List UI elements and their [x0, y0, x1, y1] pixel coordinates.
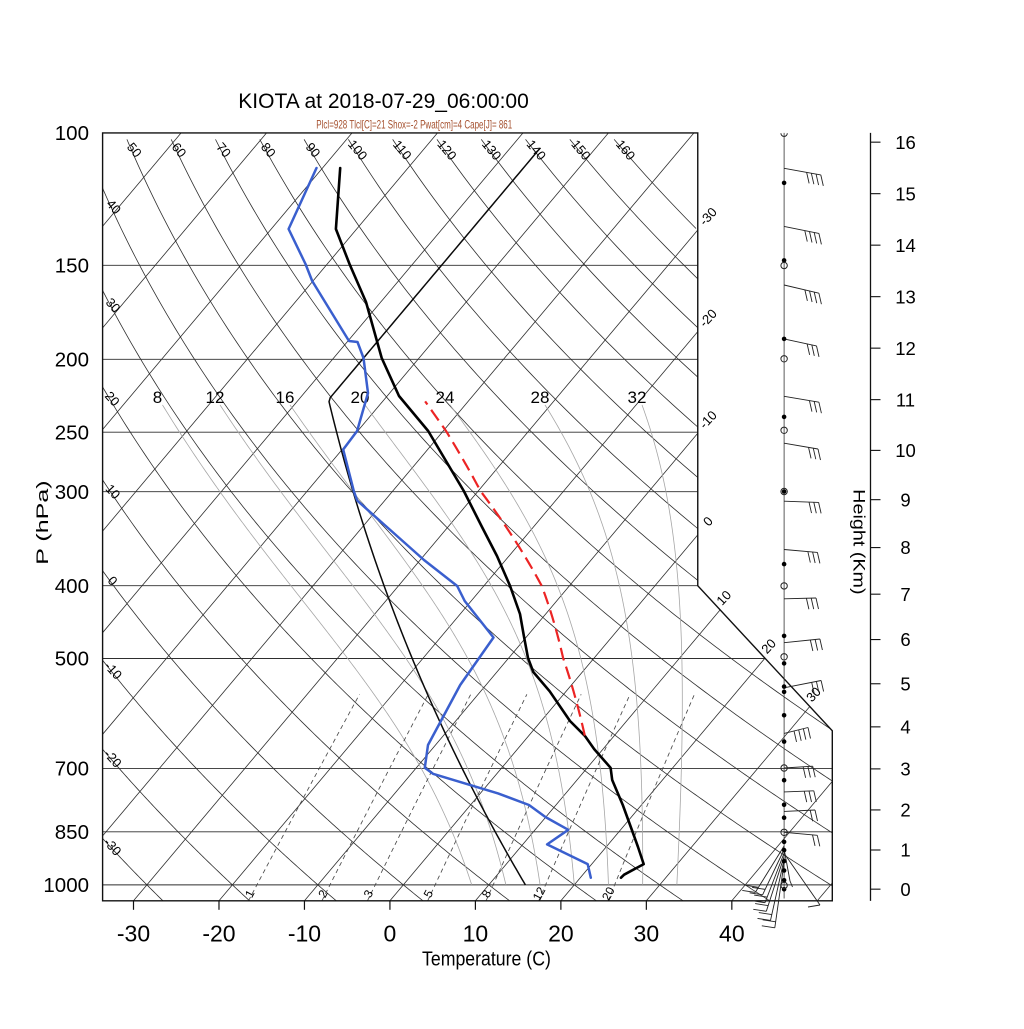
svg-text:10: 10	[463, 921, 489, 947]
svg-text:250: 250	[55, 421, 89, 444]
svg-text:Temperature (C): Temperature (C)	[422, 947, 551, 970]
svg-text:1000: 1000	[43, 874, 89, 897]
svg-text:12: 12	[895, 338, 916, 359]
svg-text:30: 30	[634, 921, 660, 947]
svg-text:KIOTA at 2018-07-29_06:00:00: KIOTA at 2018-07-29_06:00:00	[238, 90, 529, 113]
svg-text:14: 14	[895, 235, 916, 256]
svg-text:12: 12	[530, 884, 549, 903]
svg-text:850: 850	[55, 821, 89, 844]
svg-text:Height (Km): Height (Km)	[849, 489, 868, 594]
svg-text:6: 6	[900, 629, 910, 650]
svg-text:5: 5	[900, 673, 910, 694]
svg-text:P (hPa): P (hPa)	[33, 480, 52, 564]
svg-text:16: 16	[276, 388, 295, 407]
svg-text:8: 8	[900, 537, 910, 558]
svg-text:-20: -20	[202, 921, 235, 947]
svg-text:40: 40	[719, 921, 745, 947]
svg-text:Plcl=928 Tlcl[C]=21 Shox=-2 Pw: Plcl=928 Tlcl[C]=21 Shox=-2 Pwat[cm]=4 C…	[316, 118, 512, 132]
svg-text:3: 3	[900, 758, 910, 779]
svg-text:11: 11	[896, 389, 915, 410]
svg-text:16: 16	[895, 132, 916, 153]
svg-text:150: 150	[55, 255, 89, 278]
svg-text:12: 12	[206, 388, 225, 407]
svg-text:20: 20	[548, 921, 574, 947]
svg-text:-10: -10	[288, 921, 321, 947]
svg-text:8: 8	[153, 388, 162, 407]
svg-text:10: 10	[895, 440, 916, 461]
svg-text:1: 1	[900, 840, 910, 861]
svg-text:0: 0	[384, 921, 397, 947]
svg-text:28: 28	[531, 388, 550, 407]
svg-text:9: 9	[900, 489, 910, 510]
svg-text:200: 200	[55, 348, 89, 371]
svg-text:700: 700	[55, 758, 89, 781]
svg-text:4: 4	[900, 716, 910, 737]
svg-text:400: 400	[55, 575, 89, 598]
svg-text:500: 500	[55, 648, 89, 671]
svg-text:13: 13	[895, 286, 916, 307]
svg-text:-30: -30	[117, 921, 150, 947]
svg-text:7: 7	[900, 584, 910, 605]
svg-text:300: 300	[55, 481, 89, 504]
svg-text:20: 20	[599, 884, 618, 903]
svg-text:15: 15	[895, 183, 916, 204]
svg-text:100: 100	[55, 122, 89, 145]
svg-text:0: 0	[900, 879, 910, 900]
svg-text:2: 2	[900, 800, 910, 821]
svg-text:24: 24	[436, 388, 455, 407]
svg-text:32: 32	[628, 388, 647, 407]
